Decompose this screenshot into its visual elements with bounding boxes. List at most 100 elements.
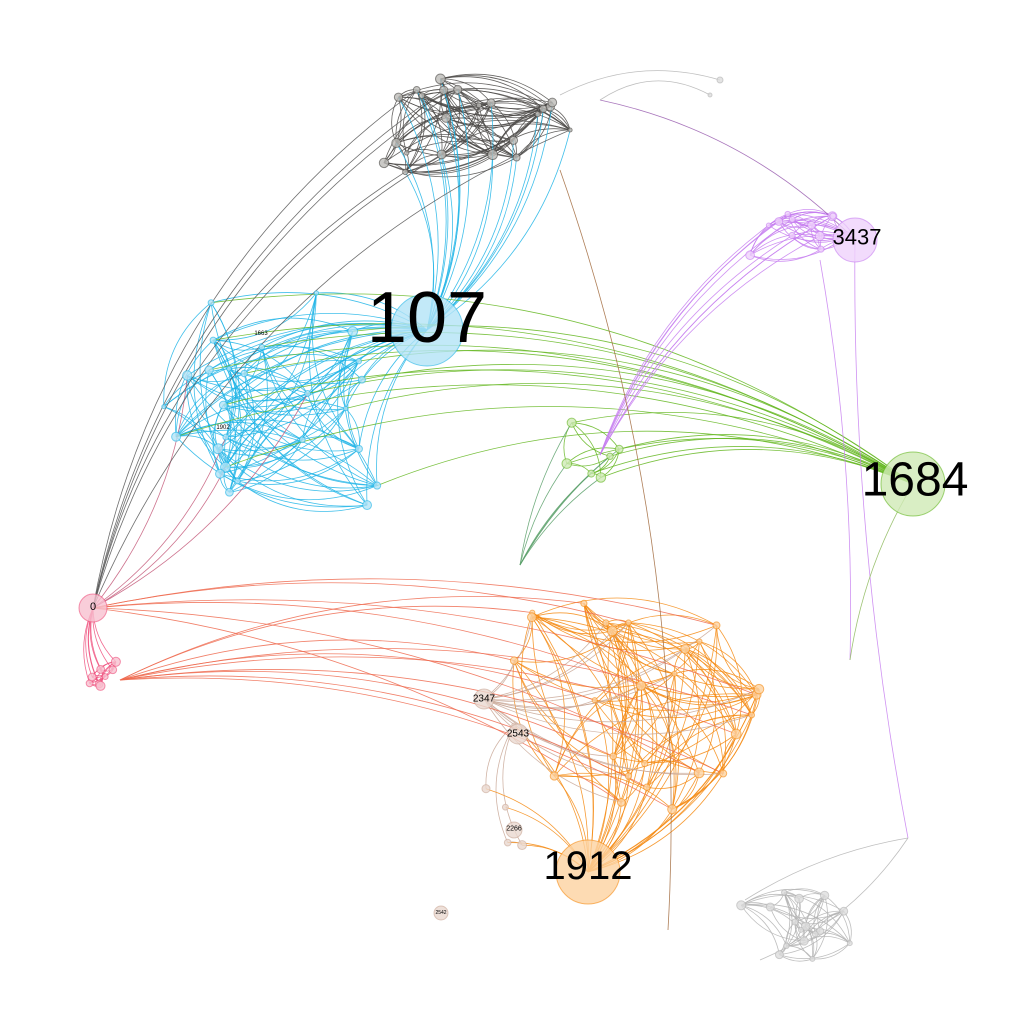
graph-node: [811, 930, 819, 938]
edge: [531, 616, 700, 774]
node-label-2543: 2543: [507, 729, 530, 740]
edge: [483, 688, 760, 723]
edge: [741, 904, 780, 955]
edge: [396, 97, 553, 144]
edge: [261, 347, 378, 486]
edge: [338, 331, 354, 409]
edge: [587, 688, 760, 873]
edge: [513, 660, 589, 873]
graph-node: [517, 840, 528, 851]
graph-node: [373, 481, 382, 490]
graph-node: [765, 902, 775, 912]
graph-node: [616, 798, 626, 807]
edge: [641, 641, 700, 686]
edge: [457, 88, 571, 131]
graph-node: [839, 906, 849, 916]
edge: [92, 89, 444, 609]
edge: [175, 384, 914, 485]
edge: [237, 408, 346, 482]
node-label-2542: 2542: [435, 910, 446, 916]
edge: [587, 641, 700, 873]
graph-node: [225, 487, 234, 497]
edge: [513, 617, 533, 661]
edge: [383, 113, 538, 166]
edge: [599, 221, 780, 456]
graph-node: [624, 772, 633, 780]
edge: [770, 906, 844, 919]
edge: [92, 578, 717, 626]
graph-node: [357, 375, 366, 384]
edge: [571, 422, 611, 457]
graph-node: [78, 593, 108, 623]
edge: [92, 89, 459, 609]
edge: [599, 80, 711, 101]
edge: [519, 422, 573, 566]
edge: [559, 169, 672, 931]
graph-node: [783, 942, 790, 950]
graph-node: [788, 215, 796, 223]
graph-node: [222, 433, 230, 441]
edge: [119, 595, 584, 681]
graph-node: [220, 461, 231, 473]
edge: [345, 382, 914, 485]
edge: [619, 434, 914, 485]
graph-node: [788, 231, 796, 240]
edge: [531, 616, 629, 777]
edge: [812, 942, 851, 960]
graph-node: [441, 112, 452, 123]
edge: [531, 612, 622, 803]
graph-node: [748, 711, 756, 719]
edge: [591, 446, 914, 485]
edge: [175, 422, 303, 441]
edge: [571, 422, 602, 478]
edge: [228, 368, 368, 506]
edge: [163, 368, 230, 407]
graph-node: [712, 621, 721, 630]
edge: [583, 603, 686, 650]
edge: [445, 113, 538, 128]
edge: [778, 221, 821, 250]
edge: [92, 89, 417, 609]
edge: [92, 393, 308, 609]
edge: [261, 346, 360, 450]
node-label-2347: 2347: [473, 694, 496, 705]
edge: [175, 398, 346, 438]
edge: [519, 477, 602, 566]
edge: [716, 625, 757, 696]
edge: [599, 218, 793, 456]
edge: [741, 894, 844, 912]
edge: [786, 910, 845, 947]
graph-node: [814, 231, 825, 241]
graph-node: [719, 769, 728, 778]
graph-node: [171, 431, 182, 442]
edge: [698, 641, 717, 774]
graph-node: [101, 673, 109, 681]
graph-node: [846, 940, 853, 947]
edge: [684, 648, 726, 774]
graph-node: [602, 619, 610, 627]
graph-node: [707, 92, 713, 98]
edge: [361, 364, 914, 485]
edge: [513, 660, 614, 757]
edge: [628, 622, 737, 735]
edge: [559, 70, 721, 96]
graph-node: [635, 680, 647, 691]
graph-node: [487, 149, 499, 161]
graph-node: [799, 936, 809, 946]
edge: [611, 630, 675, 675]
edge: [223, 360, 360, 408]
edge: [119, 675, 647, 788]
edge: [605, 622, 627, 757]
graph-node: [539, 104, 548, 113]
edge: [212, 340, 368, 506]
graph-node: [87, 672, 97, 682]
node-label-107: 107: [367, 278, 487, 358]
edge: [119, 677, 673, 810]
node-label-0: 0: [90, 601, 96, 613]
edge: [640, 685, 658, 788]
edge: [211, 293, 914, 485]
edge: [223, 369, 914, 485]
edge: [218, 408, 346, 452]
edge: [640, 685, 757, 706]
